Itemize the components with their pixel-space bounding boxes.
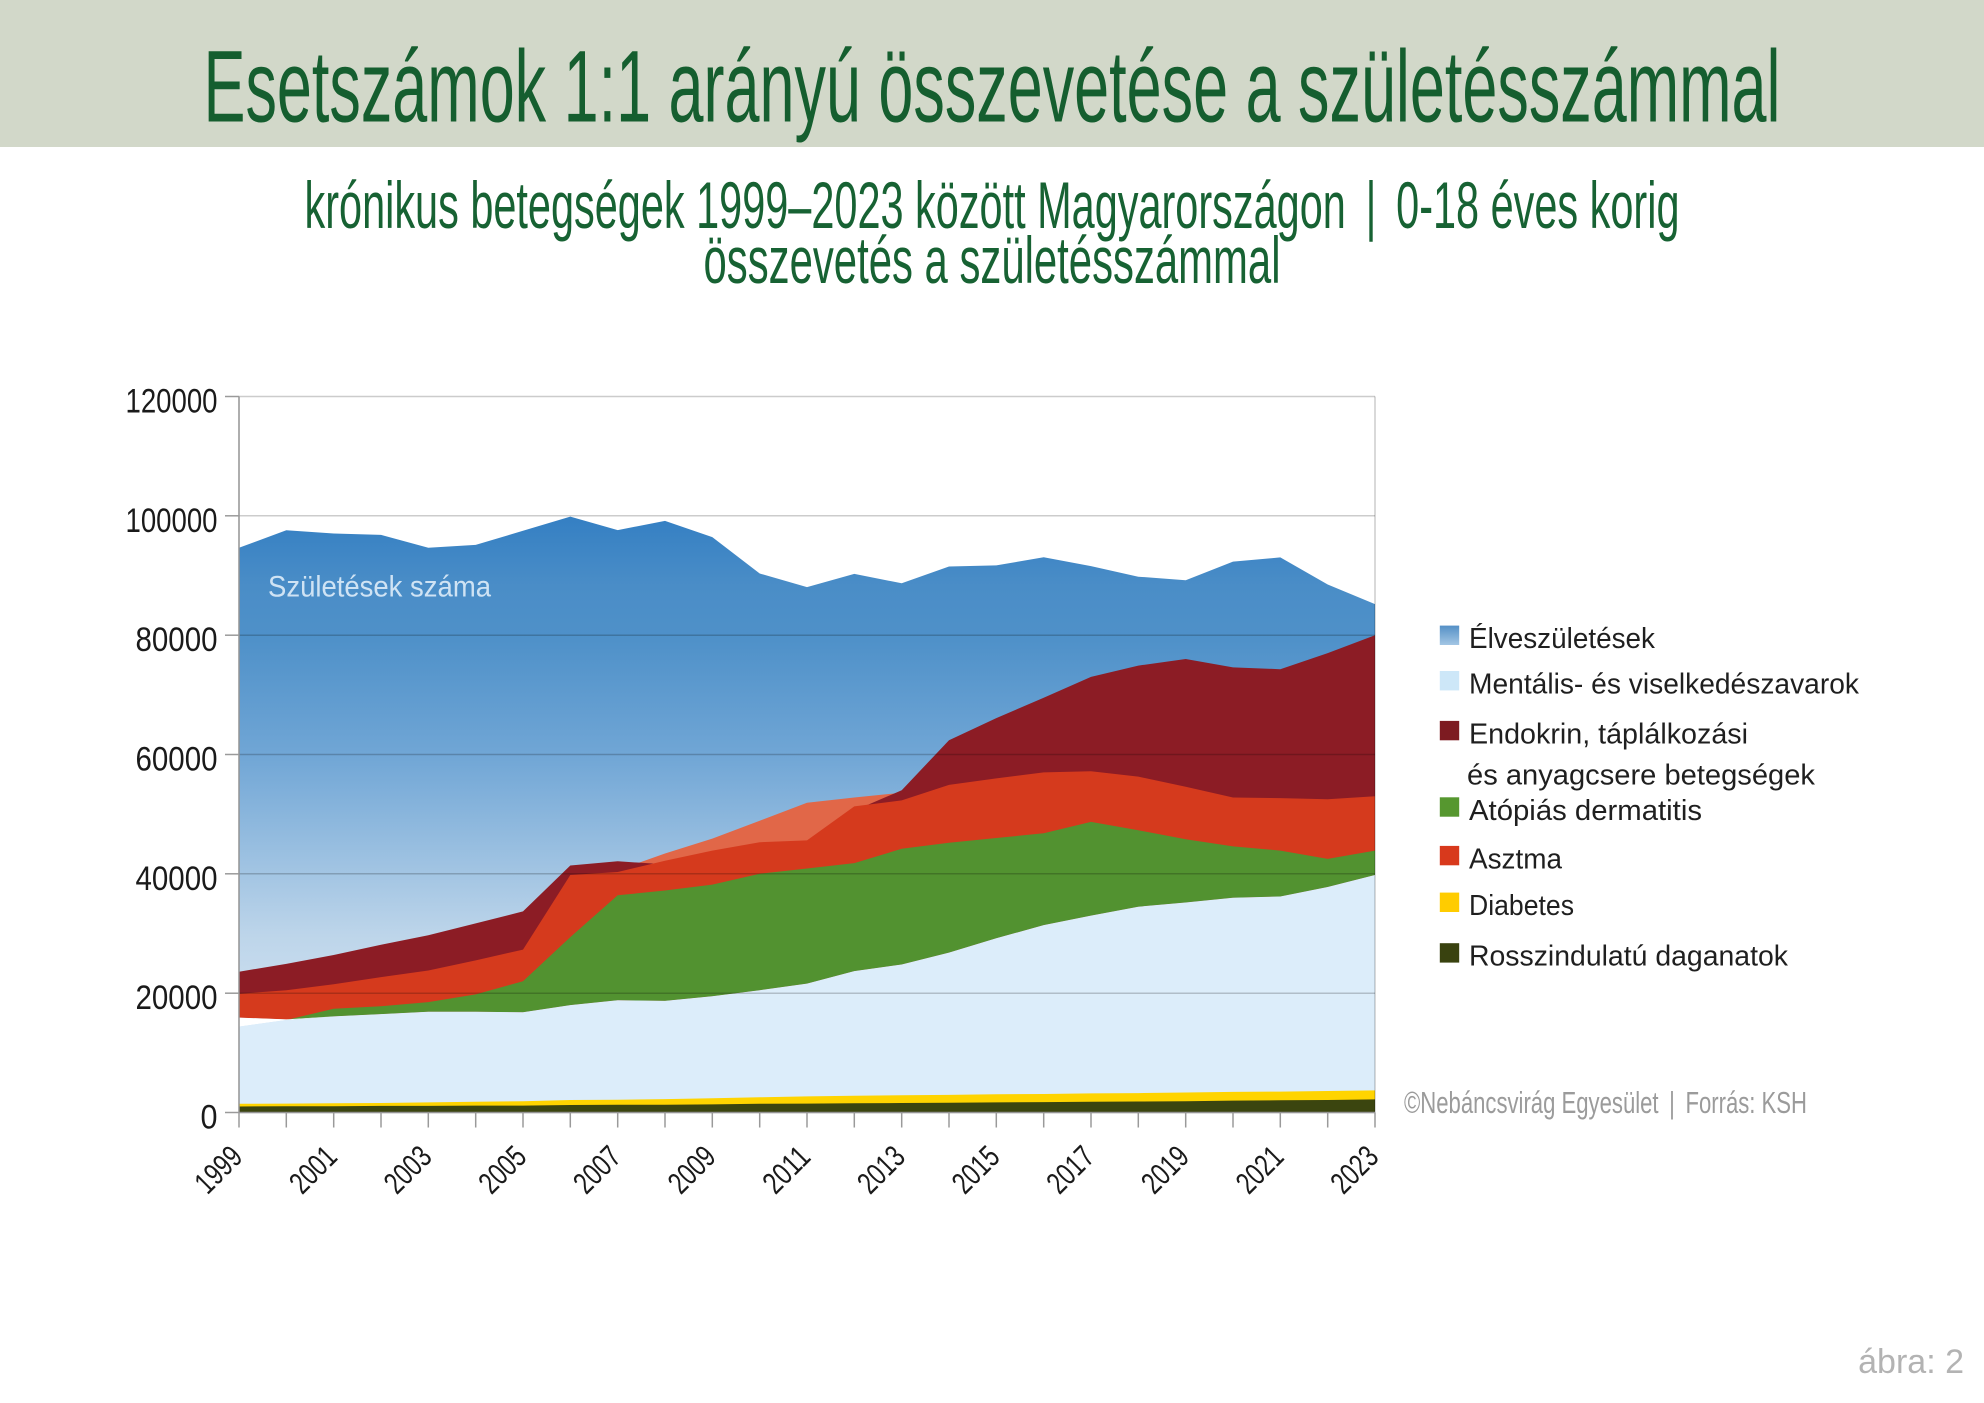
svg-text:Asztma: Asztma (1469, 843, 1563, 875)
svg-text:60000: 60000 (136, 741, 218, 779)
svg-text:Mentális- és viselkedészavarok: Mentális- és viselkedészavarok (1469, 669, 1859, 701)
svg-text:Endokrin, táplálkozási: Endokrin, táplálkozási (1469, 718, 1748, 750)
svg-text:összevetés a születésszámmal: összevetés a születésszámmal (704, 223, 1281, 297)
svg-text:80000: 80000 (136, 621, 218, 659)
svg-text:120000: 120000 (126, 383, 218, 421)
svg-text:100000: 100000 (126, 502, 218, 540)
svg-text:Születések száma: Születések száma (268, 571, 491, 604)
svg-text:és anyagcsere betegségek: és anyagcsere betegségek (1467, 759, 1815, 791)
svg-text:Rosszindulatú daganatok: Rosszindulatú daganatok (1469, 941, 1788, 973)
svg-text:40000: 40000 (136, 860, 218, 898)
svg-text:krónikus betegségek 1999–2023: krónikus betegségek 1999–2023 között Mag… (305, 168, 1680, 242)
svg-text:ábra: 2: ábra: 2 (1858, 1343, 1964, 1381)
svg-text:0: 0 (201, 1099, 218, 1137)
svg-text:20000: 20000 (136, 979, 218, 1017)
svg-text:Élveszületések: Élveszületések (1469, 622, 1655, 655)
svg-text:Esetszámok 1:1 arányú összevet: Esetszámok 1:1 arányú összevetése a szül… (204, 30, 1781, 144)
svg-text:Atópiás dermatitis: Atópiás dermatitis (1469, 795, 1702, 827)
svg-text:Diabetes: Diabetes (1469, 890, 1574, 922)
svg-text:©Nebáncsvirág Egyesület | Fo: ©Nebáncsvirág Egyesület | Forrás: KSH (1404, 1085, 1807, 1120)
